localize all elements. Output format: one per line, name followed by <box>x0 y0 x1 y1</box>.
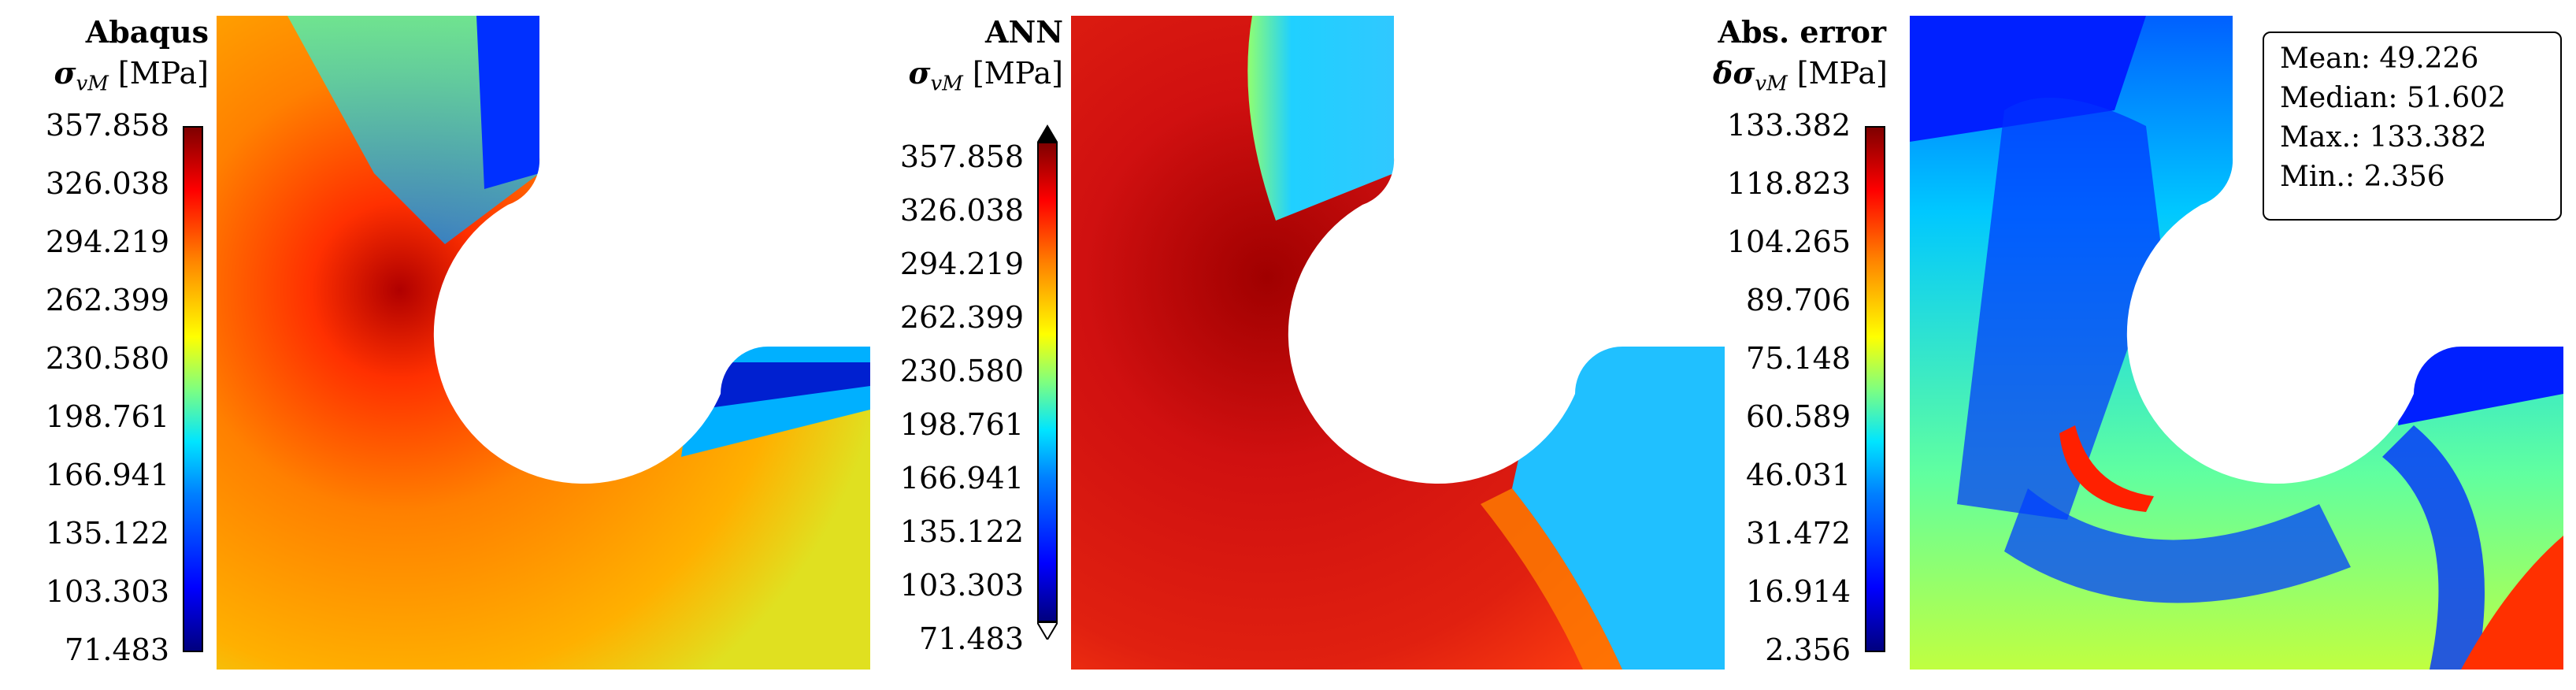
error-tick-label: 104.265 <box>1726 224 1851 259</box>
abaqus-quantity-label: σvM [MPa] <box>0 55 209 96</box>
error-tick-label: 118.823 <box>1726 166 1851 201</box>
abaqus-tick-label: 230.580 <box>45 341 169 376</box>
ann-tick-label: 198.761 <box>899 407 1024 442</box>
ann-subscript: vM <box>930 72 963 96</box>
error-right-blue-band <box>2398 347 2563 425</box>
error-colorbar <box>1865 126 1885 652</box>
error-tick-label: 46.031 <box>1746 458 1851 492</box>
ann-panel: ANN σvM [MPa] 357.858 326.038 294.219 26… <box>854 0 1725 690</box>
abaqus-tick-label: 198.761 <box>45 399 169 434</box>
ann-tick-label: 135.122 <box>899 514 1024 549</box>
error-hotspot-corner <box>2461 536 2563 670</box>
error-notch-blue-ring <box>1957 98 2162 520</box>
error-subscript: vM <box>1755 72 1788 96</box>
abaqus-symbol: σ <box>54 55 76 91</box>
ann-notch-cutout <box>1288 16 1725 484</box>
abaqus-tick-label: 357.858 <box>45 108 169 143</box>
ann-symbol: σ <box>908 55 931 91</box>
error-title: Abs. error <box>1718 14 1887 50</box>
error-statistics-box: Mean: 49.226 Median: 51.602 Max.: 133.38… <box>2263 32 2562 221</box>
stat-median: Median: 51.602 <box>2280 82 2506 114</box>
abaqus-tick-label: 103.303 <box>45 574 169 609</box>
error-tick-label: 16.914 <box>1746 574 1851 609</box>
abaqus-tick-label: 294.219 <box>45 224 169 259</box>
error-tick-label: 89.706 <box>1746 283 1851 317</box>
error-tick-label: 75.148 <box>1746 341 1851 376</box>
ann-right-arm-transition <box>1481 488 1622 670</box>
ann-tick-label: 262.399 <box>899 300 1024 335</box>
ann-tick-label: 166.941 <box>899 461 1024 495</box>
error-tick-label: 2.356 <box>1765 632 1851 667</box>
abaqus-panel: Abaqus σvM [MPa] 357.858 326.038 294.219… <box>0 0 870 690</box>
ann-tick-label: 357.858 <box>899 139 1024 174</box>
ann-top-arm-cyan <box>1247 16 1394 221</box>
ann-unit: [MPa] <box>972 56 1063 91</box>
error-lower-blue-arc <box>2004 488 2351 603</box>
error-tick-label: 31.472 <box>1746 516 1851 551</box>
abaqus-colorbar <box>183 126 203 652</box>
abaqus-notch-cutout <box>433 16 870 484</box>
abaqus-unit: [MPa] <box>117 56 209 91</box>
error-panel: Abs. error δσvM [MPa] 133.382 118.823 10… <box>1713 0 2576 690</box>
ann-tick-label: 71.483 <box>919 621 1024 656</box>
ann-colorbar-arrow-bottom <box>1037 622 1058 640</box>
ann-tick-label: 230.580 <box>899 354 1024 388</box>
abaqus-subscript: vM <box>76 72 109 96</box>
stat-mean: Mean: 49.226 <box>2280 43 2479 75</box>
stat-max: Max.: 133.382 <box>2280 121 2487 154</box>
error-tick-label: 133.382 <box>1726 108 1851 143</box>
error-unit: [MPa] <box>1796 56 1888 91</box>
ann-quantity-label: σvM [MPa] <box>854 55 1063 96</box>
ann-title: ANN <box>985 14 1063 50</box>
abaqus-top-blue-band <box>476 16 539 189</box>
error-tick-label: 60.589 <box>1746 399 1851 434</box>
ann-right-arm-cyan <box>1512 347 1725 670</box>
abaqus-tick-label: 166.941 <box>45 458 169 492</box>
abaqus-right-dark-band <box>697 362 870 410</box>
ann-colorbar <box>1037 142 1058 622</box>
abaqus-tick-label: 135.122 <box>45 516 169 551</box>
abaqus-title: Abaqus <box>85 14 209 50</box>
ann-tick-label: 326.038 <box>899 193 1024 228</box>
stat-min: Min.: 2.356 <box>2280 161 2445 193</box>
ann-stress-field <box>1071 16 1725 670</box>
ann-tick-label: 103.303 <box>899 568 1024 603</box>
abaqus-tick-label: 262.399 <box>45 283 169 317</box>
error-hotspot-notch <box>2059 425 2154 512</box>
abaqus-tick-label: 326.038 <box>45 166 169 201</box>
abaqus-tick-label: 71.483 <box>65 632 169 667</box>
abaqus-top-arm-gradient <box>287 16 539 244</box>
ann-colorbar-arrow-top <box>1037 124 1058 142</box>
ann-tick-label: 294.219 <box>899 247 1024 281</box>
error-quantity-label: δσvM [MPa] <box>1713 55 1888 96</box>
abaqus-stress-field <box>217 16 870 670</box>
error-right-curved-band <box>2382 425 2485 670</box>
error-symbol: δσ <box>1713 55 1755 91</box>
